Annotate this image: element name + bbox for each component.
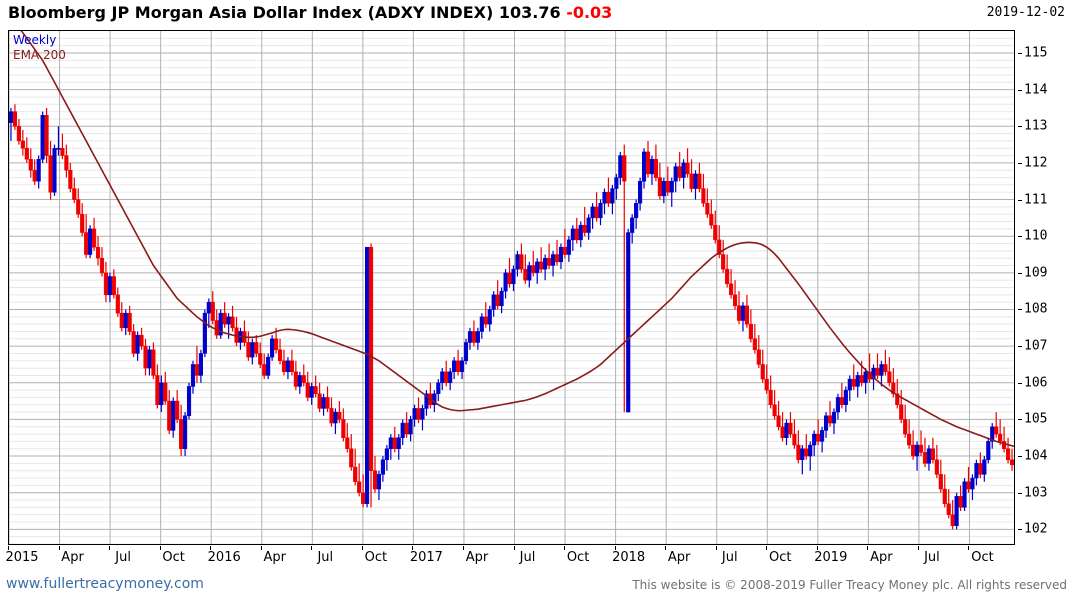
y-tick-mark: [1018, 162, 1022, 164]
y-tick-mark: [1018, 456, 1022, 458]
y-tick-mark: [1018, 52, 1022, 54]
x-tick-label: Oct: [162, 550, 185, 565]
x-tick-mark: [361, 546, 363, 550]
x-tick-mark: [715, 546, 717, 550]
x-tick-label: Oct: [971, 550, 994, 565]
legend-ema: EMA 200: [13, 48, 66, 62]
y-tick-label: 104: [1024, 448, 1048, 464]
x-tick-mark: [665, 546, 667, 550]
y-tick-mark: [1018, 199, 1022, 201]
x-tick-label: Apr: [263, 550, 287, 565]
y-tick-label: 108: [1024, 301, 1048, 317]
x-tick-mark: [210, 546, 212, 550]
x-tick-label: Apr: [465, 550, 489, 565]
x-tick-mark: [109, 546, 111, 550]
x-tick-label: Jul: [924, 550, 940, 565]
x-tick-mark: [412, 546, 414, 550]
x-tick-mark: [564, 546, 566, 550]
legend-period: Weekly: [13, 33, 57, 47]
x-tick-label: Oct: [769, 550, 792, 565]
x-tick-label: Jul: [317, 550, 334, 565]
x-tick-mark: [917, 546, 919, 550]
y-tick-label: 109: [1024, 265, 1048, 281]
x-tick-label: Oct: [566, 550, 590, 565]
x-axis: 2015 Apr Jul Oct 2016 Apr Jul Oct 2017 Apr Jul Oct 2…: [5, 546, 1015, 570]
x-tick-mark: [816, 546, 818, 550]
data-layer: [9, 31, 1014, 530]
grid-layer: [9, 31, 1014, 544]
x-tick-mark: [867, 546, 869, 550]
x-tick-mark: [159, 546, 161, 550]
change-value: -0.03: [566, 3, 613, 22]
y-tick-label: 102: [1024, 521, 1048, 537]
y-tick-mark: [1018, 382, 1022, 384]
as-of-date: 2019-12-02: [986, 5, 1065, 20]
y-tick-label: 107: [1024, 338, 1048, 354]
y-tick-label: 105: [1024, 411, 1048, 427]
x-tick-label: 2015: [5, 550, 39, 565]
x-tick-mark: [311, 546, 313, 550]
y-tick-label: 110: [1024, 228, 1048, 244]
page-title: Bloomberg JP Morgan Asia Dollar Index (A…: [8, 3, 612, 22]
y-tick-label: 114: [1024, 82, 1048, 98]
y-tick-mark: [1018, 492, 1022, 494]
y-tick-mark: [1018, 236, 1022, 238]
x-tick-label: 2016: [207, 550, 241, 565]
x-tick-mark: [260, 546, 262, 550]
chart-legend: Weekly EMA 200: [13, 33, 66, 63]
x-tick-label: 2019: [814, 550, 848, 565]
x-tick-label: Jul: [721, 550, 738, 565]
title-text: Bloomberg JP Morgan Asia Dollar Index (A…: [8, 3, 561, 22]
y-tick-label: 112: [1024, 155, 1048, 171]
x-tick-mark: [513, 546, 515, 550]
y-axis: 102 103 104 105 106 107 108 109 110 111 112 113 114 1…: [1018, 30, 1072, 546]
x-tick-label: 2018: [612, 550, 646, 565]
x-tick-label: Apr: [667, 550, 691, 565]
y-tick-label: 115: [1024, 45, 1048, 61]
x-tick-mark: [8, 546, 9, 550]
x-tick-mark: [58, 546, 60, 550]
y-tick-mark: [1018, 126, 1022, 128]
y-tick-mark: [1018, 89, 1022, 91]
copyright-text: This website is © 2008-2019 Fuller Treac…: [632, 578, 1067, 592]
chart-header: Bloomberg JP Morgan Asia Dollar Index (A…: [0, 0, 1075, 26]
x-tick-label: Oct: [364, 550, 388, 565]
y-tick-mark: [1018, 346, 1022, 348]
y-tick-label: 111: [1024, 192, 1048, 208]
x-tick-mark: [614, 546, 616, 550]
website-link[interactable]: www.fullertreacymoney.com: [6, 576, 204, 592]
y-tick-mark: [1018, 529, 1022, 531]
y-tick-label: 113: [1024, 118, 1048, 134]
x-tick-mark: [766, 546, 768, 550]
y-tick-mark: [1018, 272, 1022, 274]
x-tick-label: Apr: [870, 550, 893, 565]
x-tick-label: Jul: [519, 550, 536, 565]
chart-footer: www.fullertreacymoney.com This website i…: [0, 572, 1075, 600]
y-tick-label: 103: [1024, 485, 1048, 501]
y-tick-label: 106: [1024, 375, 1048, 391]
chart-plot-area[interactable]: Weekly EMA 200: [8, 30, 1015, 545]
x-tick-mark: [462, 546, 464, 550]
x-tick-mark: [968, 546, 970, 550]
y-tick-mark: [1018, 309, 1022, 311]
x-tick-label: Jul: [115, 550, 131, 565]
y-tick-mark: [1018, 419, 1022, 421]
x-tick-label: Apr: [61, 550, 84, 565]
x-tick-label: 2017: [409, 550, 443, 565]
